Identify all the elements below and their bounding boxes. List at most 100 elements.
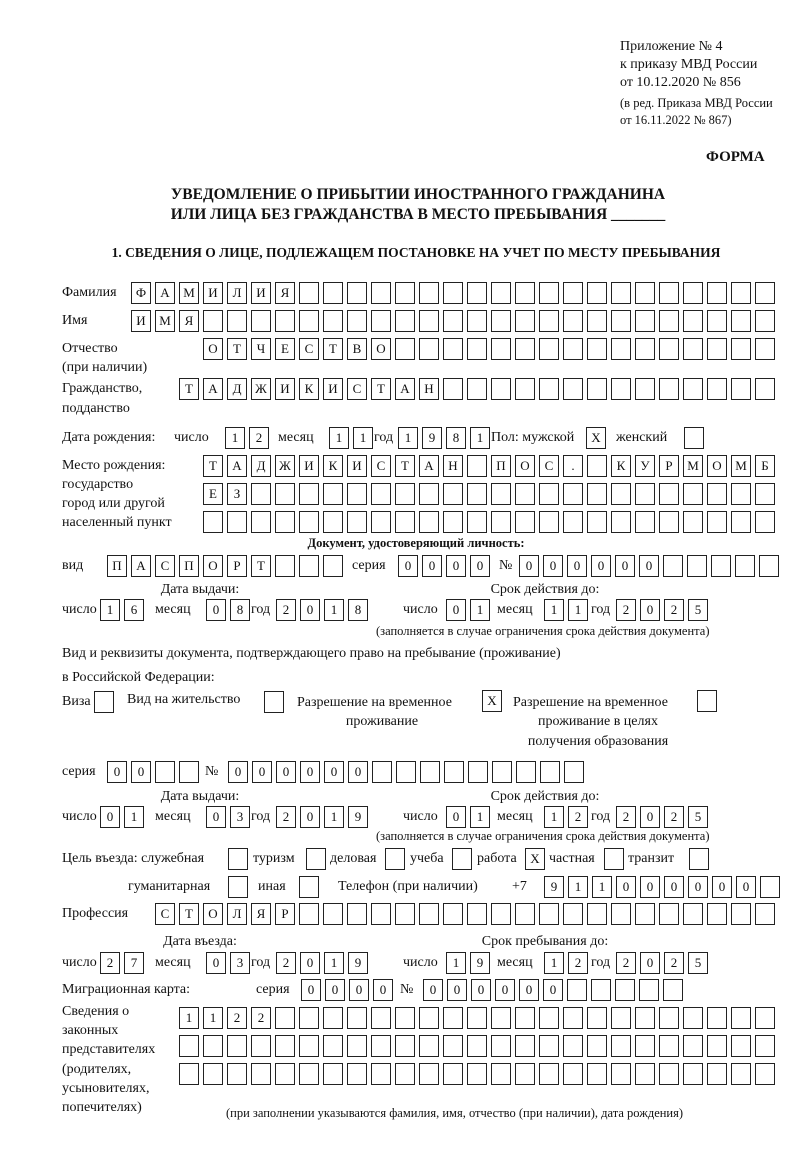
form-cell[interactable] [467, 310, 487, 332]
form-cell[interactable]: А [419, 455, 439, 477]
form-cell[interactable] [539, 1007, 559, 1029]
form-cell[interactable] [707, 310, 727, 332]
form-cell[interactable] [707, 1063, 727, 1085]
form-cell[interactable]: 1 [353, 427, 373, 449]
form-cell[interactable] [179, 1063, 199, 1085]
form-cell[interactable]: 2 [249, 427, 269, 449]
form-cell[interactable]: Е [203, 483, 223, 505]
form-cell[interactable] [635, 282, 655, 304]
form-cell[interactable] [635, 483, 655, 505]
form-cell[interactable]: 2 [568, 806, 588, 828]
form-cell[interactable] [515, 1063, 535, 1085]
form-cell[interactable] [659, 310, 679, 332]
form-cell[interactable] [683, 1035, 703, 1057]
form-cell[interactable] [539, 903, 559, 925]
birth-place-field-3[interactable] [203, 511, 779, 533]
form-cell[interactable] [731, 483, 751, 505]
form-cell[interactable] [347, 1035, 367, 1057]
form-cell[interactable]: 2 [276, 599, 296, 621]
form-cell[interactable] [683, 378, 703, 400]
form-cell[interactable] [755, 903, 775, 925]
form-cell[interactable]: 0 [423, 979, 443, 1001]
form-cell[interactable]: 2 [616, 599, 636, 621]
form-cell[interactable]: 0 [300, 761, 320, 783]
form-cell[interactable] [735, 555, 755, 577]
form-cell[interactable]: 1 [203, 1007, 223, 1029]
form-cell[interactable] [755, 310, 775, 332]
form-cell[interactable] [707, 1035, 727, 1057]
form-cell[interactable]: Т [179, 378, 199, 400]
form-cell[interactable]: 3 [230, 952, 250, 974]
form-cell[interactable] [515, 483, 535, 505]
form-cell[interactable]: Я [275, 282, 295, 304]
form-cell[interactable] [467, 483, 487, 505]
form-cell[interactable] [587, 455, 607, 477]
form-cell[interactable] [539, 483, 559, 505]
form-cell[interactable]: 9 [470, 952, 490, 974]
form-cell[interactable] [323, 903, 343, 925]
form-cell[interactable] [203, 1035, 223, 1057]
form-cell[interactable] [275, 1035, 295, 1057]
sex-male-checkbox[interactable]: X [586, 427, 610, 449]
form-cell[interactable] [323, 282, 343, 304]
form-cell[interactable] [663, 979, 683, 1001]
form-cell[interactable] [299, 1035, 319, 1057]
form-cell[interactable]: 0 [252, 761, 272, 783]
form-cell[interactable] [467, 903, 487, 925]
form-cell[interactable] [467, 1007, 487, 1029]
form-cell[interactable]: 1 [446, 952, 466, 974]
form-cell[interactable] [491, 1007, 511, 1029]
form-cell[interactable]: 0 [348, 761, 368, 783]
form-cell[interactable] [251, 483, 271, 505]
form-cell[interactable]: 0 [100, 806, 120, 828]
form-cell[interactable]: 2 [664, 952, 684, 974]
form-cell[interactable]: У [635, 455, 655, 477]
form-cell[interactable]: 8 [230, 599, 250, 621]
form-cell[interactable]: 7 [124, 952, 144, 974]
form-cell[interactable] [395, 903, 415, 925]
form-cell[interactable]: 0 [228, 761, 248, 783]
form-cell[interactable]: Ж [275, 455, 295, 477]
form-cell[interactable] [687, 555, 707, 577]
form-cell[interactable] [591, 979, 611, 1001]
form-cell[interactable] [275, 483, 295, 505]
form-cell[interactable]: О [515, 455, 535, 477]
form-cell[interactable]: 1 [324, 806, 344, 828]
form-cell[interactable]: 0 [276, 761, 296, 783]
form-cell[interactable] [323, 310, 343, 332]
purpose-other-checkbox[interactable] [299, 876, 323, 898]
form-cell[interactable]: И [299, 455, 319, 477]
form-cell[interactable] [659, 1063, 679, 1085]
form-cell[interactable]: Ч [251, 338, 271, 360]
form-cell[interactable]: 0 [107, 761, 127, 783]
form-cell[interactable] [155, 761, 175, 783]
form-cell[interactable] [306, 848, 326, 870]
form-cell[interactable] [372, 761, 392, 783]
form-cell[interactable]: 0 [639, 555, 659, 577]
form-cell[interactable] [443, 282, 463, 304]
form-cell[interactable] [443, 1007, 463, 1029]
form-cell[interactable] [347, 511, 367, 533]
form-cell[interactable] [564, 761, 584, 783]
form-cell[interactable] [371, 282, 391, 304]
form-cell[interactable] [683, 282, 703, 304]
form-cell[interactable]: 1 [568, 599, 588, 621]
form-cell[interactable] [707, 1007, 727, 1029]
form-cell[interactable] [323, 483, 343, 505]
form-cell[interactable]: 2 [251, 1007, 271, 1029]
form-cell[interactable]: 9 [348, 952, 368, 974]
form-cell[interactable] [731, 1035, 751, 1057]
form-cell[interactable] [491, 903, 511, 925]
form-cell[interactable] [684, 427, 704, 449]
form-cell[interactable] [731, 1063, 751, 1085]
form-cell[interactable]: И [203, 282, 223, 304]
form-cell[interactable] [347, 483, 367, 505]
form-cell[interactable] [755, 511, 775, 533]
